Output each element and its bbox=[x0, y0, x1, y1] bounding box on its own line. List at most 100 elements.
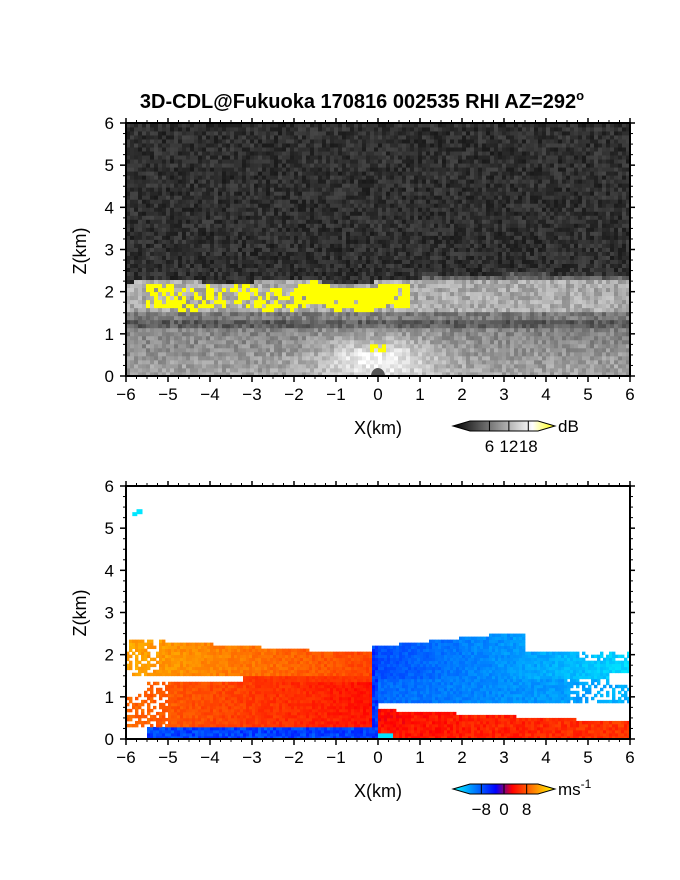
intensity-cell bbox=[278, 347, 283, 353]
intensity-cell bbox=[298, 195, 303, 200]
intensity-cell bbox=[126, 335, 131, 341]
intensity-cell bbox=[390, 263, 395, 268]
intensity-cell bbox=[250, 343, 255, 349]
intensity-cell bbox=[402, 291, 407, 297]
intensity-cell bbox=[382, 227, 387, 232]
intensity-cell bbox=[302, 167, 307, 172]
intensity-cell bbox=[302, 251, 307, 256]
intensity-cell bbox=[178, 207, 183, 212]
intensity-cell bbox=[178, 299, 183, 305]
intensity-cell bbox=[350, 335, 355, 341]
intensity-cell bbox=[394, 303, 399, 309]
intensity-cell bbox=[426, 171, 431, 176]
intensity-cell bbox=[226, 291, 231, 297]
intensity-cell bbox=[238, 271, 243, 277]
intensity-cell bbox=[430, 251, 435, 256]
intensity-cell bbox=[262, 299, 267, 305]
intensity-cell bbox=[282, 335, 287, 341]
intensity-cell bbox=[146, 323, 151, 329]
intensity-cell bbox=[322, 159, 327, 164]
intensity-cell bbox=[334, 199, 339, 204]
intensity-cell bbox=[178, 355, 183, 361]
intensity-cell bbox=[318, 315, 323, 321]
intensity-cell bbox=[326, 279, 331, 285]
intensity-cell bbox=[174, 371, 179, 376]
intensity-cell bbox=[282, 187, 287, 192]
intensity-cell bbox=[286, 191, 291, 196]
intensity-cell bbox=[414, 179, 419, 184]
intensity-cell bbox=[210, 331, 215, 337]
intensity-cell bbox=[174, 135, 179, 140]
intensity-cell bbox=[198, 191, 203, 196]
intensity-cell bbox=[318, 331, 323, 337]
intensity-cell bbox=[150, 123, 155, 128]
intensity-cell bbox=[222, 207, 227, 212]
intensity-cell bbox=[286, 347, 291, 353]
intensity-cell bbox=[386, 123, 391, 128]
intensity-cell bbox=[178, 163, 183, 168]
intensity-cell bbox=[214, 243, 219, 248]
intensity-cell bbox=[154, 123, 159, 128]
intensity-cell bbox=[350, 195, 355, 200]
intensity-cell bbox=[370, 163, 375, 168]
intensity-cell bbox=[150, 247, 155, 252]
intensity-cell bbox=[306, 283, 311, 289]
intensity-cell bbox=[418, 123, 423, 128]
intensity-cell bbox=[386, 247, 391, 252]
intensity-cell bbox=[218, 295, 223, 301]
intensity-cell bbox=[254, 171, 259, 176]
intensity-cell bbox=[378, 179, 383, 184]
intensity-cell bbox=[398, 287, 403, 293]
intensity-cell bbox=[286, 131, 291, 136]
intensity-cell bbox=[406, 175, 411, 180]
intensity-cell bbox=[142, 267, 147, 272]
intensity-cell bbox=[334, 279, 339, 285]
intensity-cell bbox=[338, 199, 343, 204]
intensity-cell bbox=[402, 331, 407, 337]
intensity-cell bbox=[158, 259, 163, 264]
intensity-cell bbox=[422, 263, 427, 268]
intensity-cell bbox=[314, 175, 319, 180]
intensity-cell bbox=[278, 195, 283, 200]
intensity-cell bbox=[366, 279, 371, 285]
intensity-cell bbox=[134, 355, 139, 361]
intensity-cell bbox=[162, 311, 167, 317]
intensity-cell bbox=[398, 203, 403, 208]
intensity-cell bbox=[126, 223, 131, 228]
intensity-cell bbox=[438, 147, 443, 152]
intensity-cell bbox=[130, 255, 135, 260]
intensity-cell bbox=[258, 303, 263, 309]
intensity-cell bbox=[286, 371, 291, 376]
intensity-cell bbox=[262, 319, 267, 325]
intensity-cell bbox=[438, 355, 443, 361]
intensity-cell bbox=[370, 255, 375, 260]
intensity-cell bbox=[418, 147, 423, 152]
intensity-cell bbox=[342, 151, 347, 156]
intensity-cell bbox=[346, 299, 351, 305]
intensity-cell bbox=[210, 159, 215, 164]
intensity-cell bbox=[134, 311, 139, 317]
intensity-cell bbox=[234, 371, 239, 376]
intensity-cell bbox=[314, 127, 319, 132]
intensity-cell bbox=[334, 335, 339, 341]
intensity-cell bbox=[410, 351, 415, 357]
intensity-cell bbox=[182, 263, 187, 268]
intensity-cell bbox=[250, 351, 255, 357]
intensity-cell bbox=[334, 327, 339, 333]
intensity-cell bbox=[246, 271, 251, 277]
intensity-cell bbox=[258, 243, 263, 248]
intensity-cell bbox=[362, 227, 367, 232]
intensity-cell bbox=[206, 347, 211, 353]
intensity-cell bbox=[278, 219, 283, 224]
intensity-cell bbox=[294, 255, 299, 260]
intensity-cell bbox=[378, 171, 383, 176]
intensity-cell bbox=[182, 211, 187, 216]
intensity-cell bbox=[282, 223, 287, 228]
intensity-cell bbox=[190, 355, 195, 361]
intensity-cell bbox=[266, 283, 271, 289]
intensity-cell bbox=[378, 167, 383, 172]
intensity-cell bbox=[170, 327, 175, 333]
intensity-cell bbox=[186, 159, 191, 164]
intensity-cell bbox=[158, 211, 163, 216]
intensity-cell bbox=[130, 363, 135, 369]
